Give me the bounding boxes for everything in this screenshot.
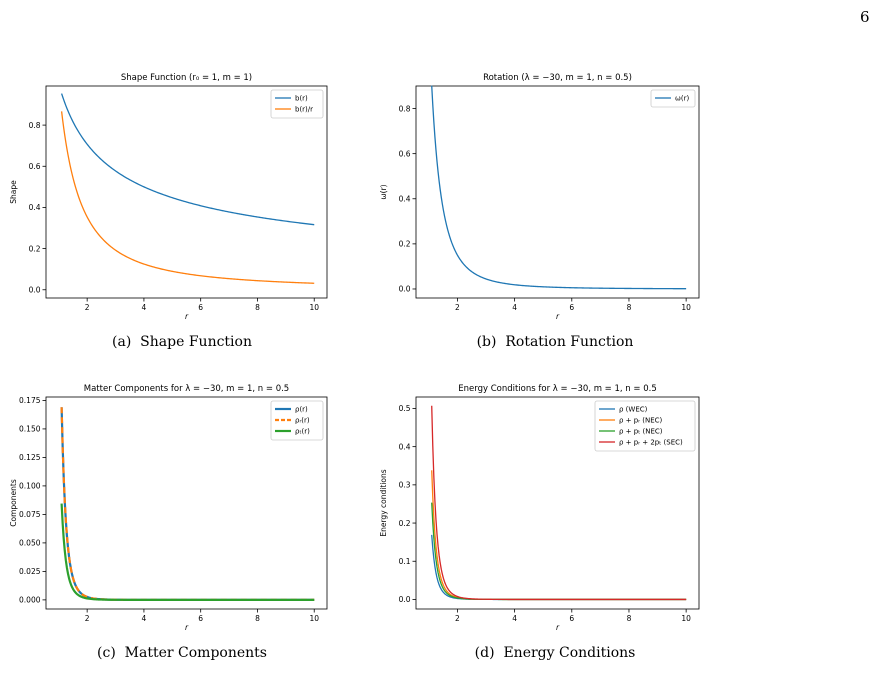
chart-title: Shape Function (r₀ = 1, m = 1) [121,73,252,83]
legend-label: b(r) [295,95,308,103]
x-axis-label: r [185,623,189,632]
x-tick-label: 4 [142,303,147,312]
y-tick-label: 0.3 [399,481,411,490]
x-axis-label: r [556,312,560,321]
legend: ρ(r) ρᵣ(r) ρₜ(r) [270,400,324,441]
y-tick-label: 0.4 [29,203,41,212]
page-number: 6 [860,8,870,26]
y-axis-label: Energy conditions [379,469,388,536]
plot-area [415,396,700,610]
x-tick-label: 4 [142,614,147,623]
series-line-1 [431,534,687,601]
x-tick-label: 6 [198,614,203,623]
x-tick-label: 6 [569,614,574,623]
y-tick-label: 0.0 [29,285,41,294]
legend: ω(r) [650,89,696,108]
series-line-3 [431,502,687,601]
x-tick-label: 2 [85,614,90,623]
legend-label: ω(r) [675,95,689,103]
x-tick-label: 8 [627,614,632,623]
y-tick-label: 0.2 [29,244,41,253]
x-tick-label: 10 [309,303,319,312]
x-tick-label: 6 [198,303,203,312]
series-line-3 [60,503,315,601]
y-tick-label: 0.2 [399,240,411,249]
chart-panel-2: Rotation (λ = −30, m = 1, n = 0.5) 2 4 6 8 10… [379,73,700,321]
plot-area [45,396,328,610]
x-tick-label: 4 [512,614,517,623]
x-tick-label: 8 [627,303,632,312]
chart-title: Energy Conditions for λ = −30, m = 1, n … [458,384,657,394]
legend-label: ρ + pᵣ (NEC) [619,417,663,425]
x-tick-label: 10 [681,614,691,623]
y-tick-label: 0.100 [19,482,41,491]
legend-label: ρ + pᵣ + 2pₜ (SEC) [619,439,683,447]
y-tick-label: 0.0 [399,285,411,294]
series-line-1 [60,93,315,226]
legend-label: ρ (WEC) [619,406,648,414]
subfigure-caption: (c) Matter Components [97,645,267,661]
x-tick-label: 4 [512,303,517,312]
y-tick-label: 0.8 [399,104,411,113]
plot-area [415,85,700,299]
y-tick-label: 0.2 [399,519,411,528]
x-tick-label: 10 [681,303,691,312]
y-tick-label: 0.6 [29,162,41,171]
x-tick-label: 2 [85,303,90,312]
y-tick-label: 0.050 [19,539,41,548]
legend-label: ρ + pₜ (NEC) [619,428,663,436]
y-tick-label: 0.6 [399,149,411,158]
legend-label: ρₜ(r) [295,428,310,436]
y-tick-label: 0.000 [19,596,41,605]
legend-label: b(r)/r [295,106,313,114]
y-tick-label: 0.150 [19,425,41,434]
legend-label: ρ(r) [295,406,308,414]
subfigure-caption: (b) Rotation Function [476,334,634,350]
y-axis-label: Components [9,479,18,527]
y-axis-label: ω(r) [379,184,388,199]
x-tick-label: 8 [255,614,260,623]
chart-panel-4: Energy Conditions for λ = −30, m = 1, n … [379,384,700,632]
legend-label: ρᵣ(r) [295,417,310,425]
subfigure-caption: (a) Shape Function [112,334,252,350]
y-tick-label: 0.075 [19,510,41,519]
series-line-4 [431,405,687,601]
x-axis-label: r [185,312,189,321]
y-tick-label: 0.4 [399,194,411,203]
plot-area [45,85,328,299]
x-tick-label: 2 [455,303,460,312]
legend: ρ (WEC) ρ + pᵣ (NEC) ρ + pₜ (NEC) ρ + pᵣ + … [594,400,696,452]
legend-box [270,89,324,119]
y-tick-label: 0.8 [29,121,41,130]
legend-box [650,89,696,108]
y-tick-label: 0.1 [399,557,411,566]
chart-title: Rotation (λ = −30, m = 1, n = 0.5) [483,73,632,83]
x-tick-label: 8 [255,303,260,312]
series-line-2 [431,470,687,601]
x-axis-label: r [556,623,560,632]
chart-panel-1: Shape Function (r₀ = 1, m = 1) 2 4 6 8 10 0.0 0… [9,73,328,321]
legend: b(r) b(r)/r [270,89,324,119]
chart-panel-3: Matter Components for λ = −30, m = 1, n … [9,384,328,632]
chart-title: Matter Components for λ = −30, m = 1, n … [84,384,289,394]
y-tick-label: 0.0 [399,595,411,604]
y-tick-label: 0.4 [399,442,411,451]
y-axis-label: Shape [9,180,18,204]
x-tick-label: 6 [569,303,574,312]
series-line-2 [60,111,315,284]
y-tick-label: 0.125 [19,453,41,462]
x-tick-label: 2 [455,614,460,623]
subfigure-caption: (d) Energy Conditions [474,645,636,661]
x-tick-label: 10 [309,614,319,623]
legend-box [594,400,696,452]
y-tick-label: 0.5 [399,404,411,413]
y-tick-label: 0.175 [19,396,41,405]
series-line-1 [431,85,687,290]
y-tick-label: 0.025 [19,567,41,576]
